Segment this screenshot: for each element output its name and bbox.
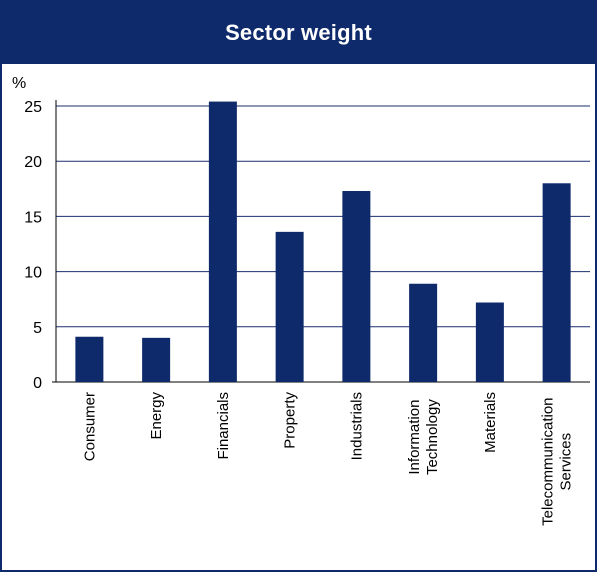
bar — [142, 337, 171, 382]
y-tick-label: 5 — [33, 320, 42, 337]
x-category-label-line: Energy — [148, 392, 165, 440]
x-category-label: Energy — [148, 392, 165, 440]
y-tick-label: 10 — [24, 265, 42, 282]
y-tick-label: 20 — [24, 154, 42, 171]
bar — [475, 302, 504, 382]
y-tick-label: 25 — [24, 99, 42, 116]
x-category-label: Telecommunication Services — [540, 397, 575, 525]
x-category-label: Financials — [215, 392, 232, 460]
y-tick-label: 0 — [33, 375, 42, 392]
bar — [342, 191, 371, 382]
chart-title-bar: Sector weight — [2, 2, 595, 64]
x-category-label-line: Telecommunication — [540, 397, 557, 525]
x-category-label: Materials — [482, 392, 499, 453]
x-category-label: Property — [282, 392, 299, 449]
bar — [75, 336, 104, 382]
x-category-label-line: Property — [282, 392, 299, 449]
x-category-label-line: Materials — [482, 392, 499, 453]
x-category-label-line: Financials — [215, 392, 232, 460]
x-category-label-line: Consumer — [81, 392, 98, 461]
x-category-label-line: Technology — [424, 399, 441, 475]
x-category-label: Consumer — [81, 392, 98, 461]
bar — [409, 283, 438, 382]
bar — [542, 183, 571, 382]
x-category-label: Industrials — [348, 392, 365, 460]
y-tick-label: 15 — [24, 209, 42, 226]
y-axis-unit-label: % — [12, 75, 26, 92]
x-category-label-line: Services — [558, 433, 575, 491]
chart-title: Sector weight — [225, 20, 372, 45]
bar — [275, 231, 304, 382]
x-category-label-line: Information — [406, 400, 423, 475]
x-category-label-line: Industrials — [348, 392, 365, 460]
bar — [208, 101, 237, 383]
x-category-label: Information Technology — [406, 399, 441, 475]
